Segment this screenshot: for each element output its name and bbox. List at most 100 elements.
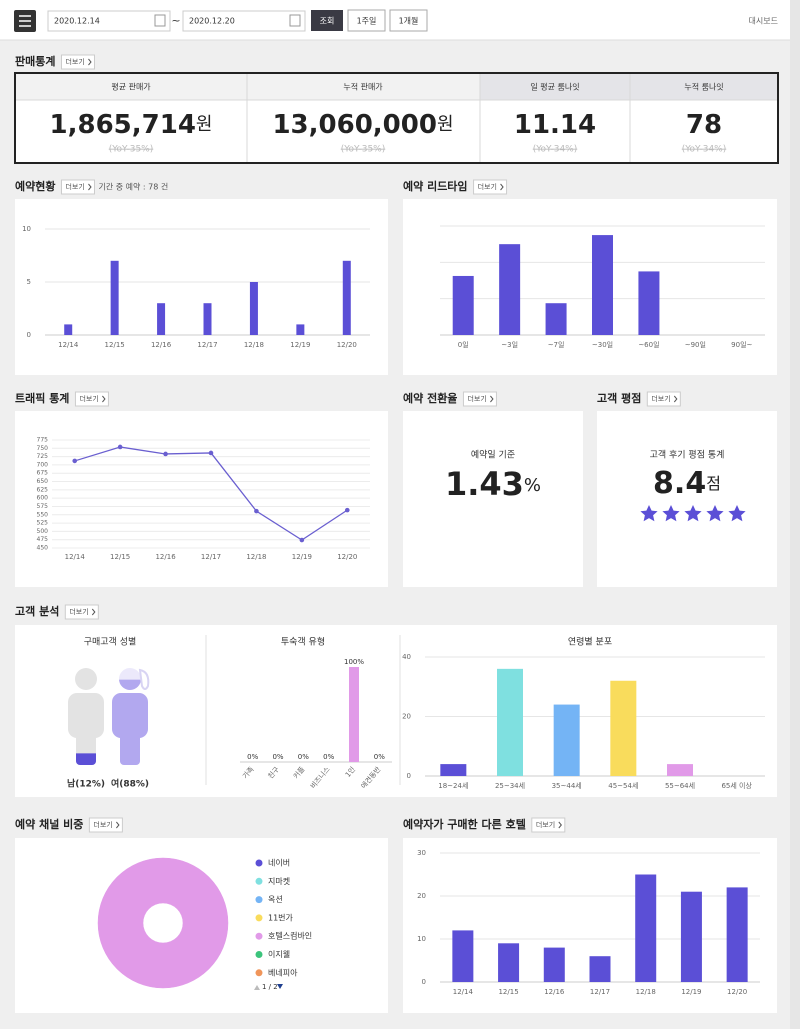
week-button[interactable] — [347, 9, 386, 32]
more-button[interactable] — [462, 391, 497, 407]
x-tick-label: 12/16 — [544, 988, 565, 996]
more-button[interactable] — [60, 179, 95, 195]
y-tick-label: 750 — [37, 445, 49, 452]
date-separator: ~ — [171, 14, 180, 27]
unit: 원 — [196, 114, 213, 135]
panel — [597, 411, 777, 587]
month-button-label[interactable]: 1개월 — [399, 16, 419, 26]
bar — [452, 275, 474, 335]
page-next[interactable] — [277, 984, 283, 989]
bar — [667, 764, 693, 776]
month-button[interactable] — [389, 9, 428, 32]
value: 1,865,714 — [50, 110, 196, 140]
y-tick-label: 650 — [37, 478, 49, 485]
chevron — [91, 608, 96, 616]
more-button-label[interactable]: 더보기 — [93, 820, 112, 829]
x-tick-label: 12/14 — [65, 553, 86, 561]
x-tick-label: 12/18 — [246, 553, 266, 561]
y-tick-label: 5 — [27, 278, 31, 286]
more-button-label[interactable]: 더보기 — [536, 820, 555, 829]
rating-stars — [640, 505, 746, 522]
point — [254, 508, 259, 514]
more-button[interactable] — [60, 54, 95, 70]
chevron — [102, 395, 106, 403]
value-label: 0% — [247, 753, 258, 761]
more-button[interactable] — [64, 604, 99, 620]
calendar-icon[interactable] — [289, 14, 301, 27]
value: 1.43 — [445, 465, 524, 503]
menu-icon — [19, 15, 31, 27]
chevron — [673, 395, 678, 403]
value-label: 0% — [323, 753, 334, 761]
search-button-label[interactable]: 조회 — [320, 17, 335, 26]
legend-swatch — [255, 896, 263, 904]
x-tick-label: 12/20 — [337, 553, 357, 561]
chevron — [88, 58, 92, 66]
conversion-rate: 1.43% — [445, 465, 541, 503]
chart-title: 연령별 분포 — [568, 636, 612, 648]
panel — [403, 838, 777, 1013]
more-button[interactable] — [74, 391, 109, 407]
legend-label: 11번가 — [268, 913, 294, 922]
bar — [545, 303, 567, 335]
x-tick-label: 65세 이상 — [721, 781, 752, 790]
value-label: 0% — [298, 753, 309, 761]
more-button-label[interactable]: 더보기 — [79, 394, 98, 403]
y-tick-label: 20 — [402, 712, 411, 720]
bar — [499, 244, 521, 335]
x-tick-label: ~90일 — [685, 340, 706, 349]
legend-swatch — [255, 969, 263, 977]
column-value: 13,060,000원 — [272, 110, 453, 140]
bar — [497, 668, 523, 776]
legend-label: 이지웰 — [268, 949, 290, 959]
search-button[interactable] — [311, 10, 343, 31]
more-button-label[interactable]: 더보기 — [69, 607, 88, 616]
x-tick-label: 12/17 — [197, 341, 217, 349]
x-tick-label: 90일~ — [731, 340, 752, 349]
calendar-icon[interactable] — [154, 14, 166, 27]
bar — [440, 764, 467, 776]
bar — [452, 930, 474, 982]
bar — [203, 303, 212, 335]
legend-swatch — [255, 932, 263, 940]
chevron — [558, 821, 562, 829]
legend-page: 1 / 2 — [262, 983, 278, 991]
end-date-input[interactable] — [182, 10, 306, 32]
more-button[interactable] — [646, 391, 681, 407]
more-button-label[interactable]: 더보기 — [65, 182, 84, 191]
dashboard-link[interactable]: 대시보드 — [749, 17, 778, 26]
chart-title: 투숙객 유형 — [281, 637, 325, 648]
start-date-input[interactable] — [47, 10, 171, 32]
x-tick-label: 12/19 — [290, 341, 310, 349]
week-button-label[interactable]: 1주일 — [357, 17, 377, 26]
chart-title: 구매고객 성별 — [84, 637, 137, 648]
bar — [589, 956, 611, 982]
bar — [110, 260, 119, 335]
more-button[interactable] — [531, 817, 566, 833]
section-title: 예약 채널 비중 — [15, 817, 83, 831]
legend-swatch — [255, 951, 263, 958]
scrollbar[interactable] — [790, 0, 800, 1029]
more-button[interactable] — [88, 817, 123, 833]
legend-label: 옥션 — [268, 894, 283, 904]
x-tick-label: 12/17 — [201, 553, 221, 561]
x-tick-label: 12/14 — [58, 341, 79, 349]
x-tick-label: 12/18 — [636, 988, 656, 996]
yoy: (YoY-34%) — [682, 145, 727, 155]
more-button-label[interactable]: 더보기 — [65, 57, 84, 66]
bar — [610, 680, 637, 776]
reservation-summary: 기간 중 예약 : 78 건 — [98, 182, 168, 192]
x-tick-label: 0일 — [458, 340, 469, 349]
more-button[interactable] — [473, 179, 508, 195]
value-label: 0% — [374, 753, 385, 761]
page-prev[interactable] — [254, 985, 260, 990]
x-tick-label: ~60일 — [638, 340, 659, 349]
y-tick-label: 450 — [37, 545, 49, 552]
more-button-label[interactable]: 더보기 — [467, 394, 486, 403]
more-button-label[interactable]: 더보기 — [651, 394, 670, 403]
unit: 원 — [437, 114, 454, 135]
more-button-label[interactable]: 더보기 — [478, 182, 497, 191]
bar — [635, 874, 657, 982]
section-title: 예약자가 구매한 다른 호텔 — [403, 817, 526, 831]
